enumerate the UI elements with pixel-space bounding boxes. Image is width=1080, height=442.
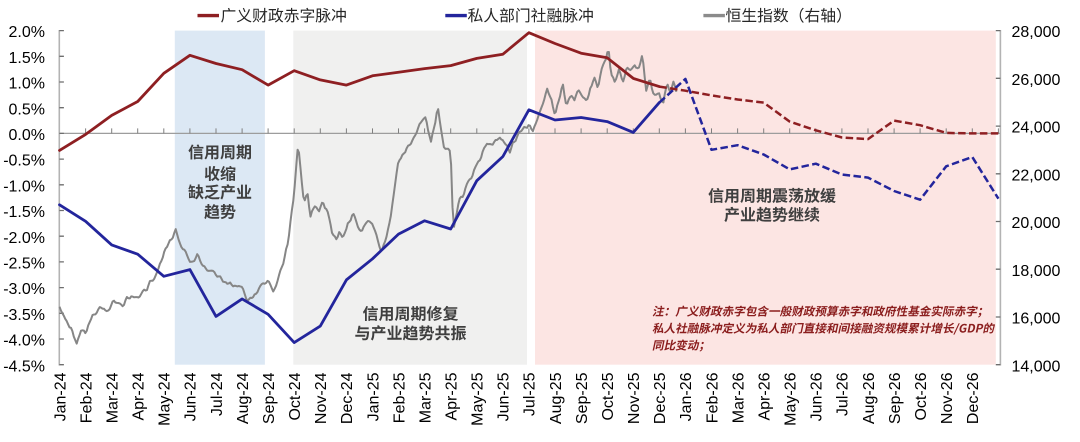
svg-text:Jun-26: Jun-26 (809, 372, 826, 421)
svg-text:Aug-26: Aug-26 (861, 372, 878, 424)
svg-text:-1.5%: -1.5% (3, 204, 45, 221)
svg-text:Jun-24: Jun-24 (183, 372, 200, 421)
svg-text:May-25: May-25 (470, 372, 487, 425)
svg-text:Nov-25: Nov-25 (626, 372, 643, 424)
svg-text:18,000: 18,000 (1012, 263, 1061, 280)
svg-text:Sep-26: Sep-26 (887, 372, 904, 424)
svg-text:Jan-26: Jan-26 (678, 372, 695, 421)
svg-text:20,000: 20,000 (1012, 215, 1061, 232)
svg-text:Jan-24: Jan-24 (52, 372, 69, 421)
svg-text:Sep-25: Sep-25 (574, 372, 591, 424)
svg-text:Apr-26: Apr-26 (757, 372, 774, 420)
svg-text:0.5%: 0.5% (9, 101, 45, 118)
svg-text:Apr-24: Apr-24 (131, 372, 148, 420)
svg-text:Nov-26: Nov-26 (939, 372, 956, 424)
svg-text:Jul-25: Jul-25 (522, 372, 539, 416)
svg-text:Feb-24: Feb-24 (78, 372, 95, 423)
svg-text:16,000: 16,000 (1012, 311, 1061, 328)
svg-text:28,000: 28,000 (1012, 24, 1061, 41)
svg-text:22,000: 22,000 (1012, 167, 1061, 184)
svg-text:-3.0%: -3.0% (3, 281, 45, 298)
svg-text:Aug-25: Aug-25 (548, 372, 565, 424)
svg-text:Oct-24: Oct-24 (287, 372, 304, 420)
svg-text:Mar-25: Mar-25 (417, 372, 434, 423)
svg-text:Aug-24: Aug-24 (235, 372, 252, 424)
svg-text:Feb-25: Feb-25 (391, 372, 408, 423)
svg-text:1.5%: 1.5% (9, 50, 45, 67)
svg-text:Oct-25: Oct-25 (600, 372, 617, 420)
svg-text:1.0%: 1.0% (9, 76, 45, 93)
svg-text:Oct-26: Oct-26 (913, 372, 930, 420)
svg-text:May-26: May-26 (783, 372, 800, 425)
svg-text:-1.0%: -1.0% (3, 178, 45, 195)
svg-text:-4.5%: -4.5% (3, 358, 45, 375)
svg-text:-2.5%: -2.5% (3, 256, 45, 273)
svg-text:Dec-26: Dec-26 (965, 372, 982, 424)
svg-text:Jan-25: Jan-25 (365, 372, 382, 421)
svg-text:26,000: 26,000 (1012, 72, 1061, 89)
svg-text:Jun-25: Jun-25 (496, 372, 513, 421)
svg-text:May-24: May-24 (157, 372, 174, 425)
svg-text:14,000: 14,000 (1012, 358, 1061, 375)
svg-text:Mar-24: Mar-24 (105, 372, 122, 423)
svg-text:-4.0%: -4.0% (3, 333, 45, 350)
svg-text:Dec-24: Dec-24 (339, 372, 356, 424)
svg-text:-2.0%: -2.0% (3, 230, 45, 247)
svg-text:Nov-24: Nov-24 (313, 372, 330, 424)
svg-text:Mar-26: Mar-26 (730, 372, 747, 423)
svg-text:Feb-26: Feb-26 (704, 372, 721, 423)
svg-text:0.0%: 0.0% (9, 127, 45, 144)
svg-text:Sep-24: Sep-24 (261, 372, 278, 424)
svg-text:Jul-24: Jul-24 (209, 372, 226, 416)
svg-text:Apr-25: Apr-25 (444, 372, 461, 420)
svg-text:2.0%: 2.0% (9, 24, 45, 41)
svg-text:24,000: 24,000 (1012, 120, 1061, 137)
svg-text:Dec-25: Dec-25 (652, 372, 669, 424)
svg-text:-0.5%: -0.5% (3, 153, 45, 170)
svg-text:-3.5%: -3.5% (3, 307, 45, 324)
svg-text:Jul-26: Jul-26 (835, 372, 852, 416)
